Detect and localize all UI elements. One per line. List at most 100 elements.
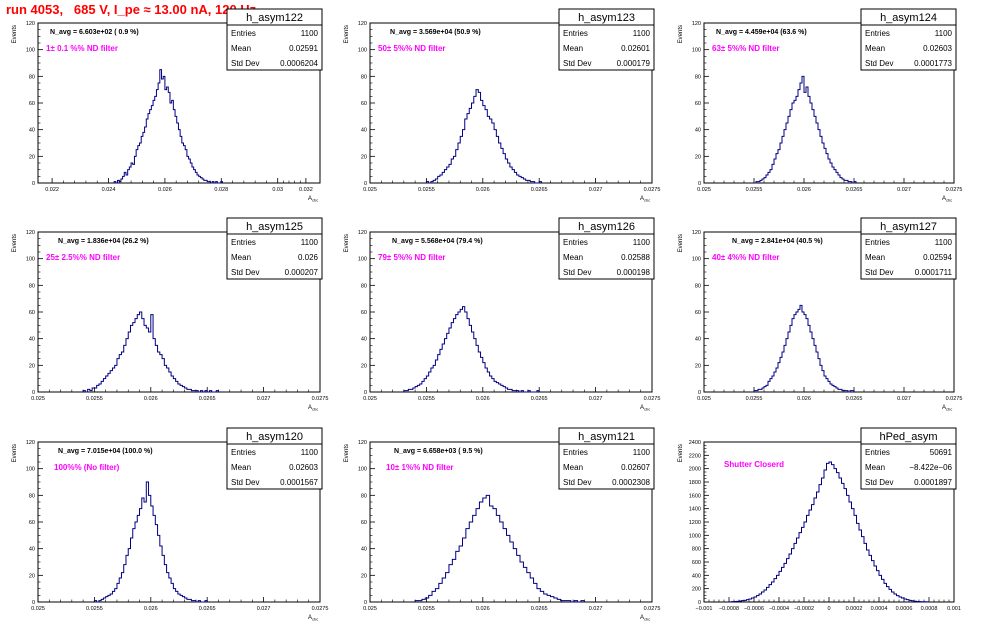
y-axis-title: Events [678, 234, 684, 252]
navg-label: N_avg = 6.658e+03 ( 9.5 %) [394, 448, 483, 455]
stats-label: Entries [563, 29, 588, 38]
histogram-title: h_asym126 [578, 221, 635, 233]
stats-value: 0.02594 [923, 253, 952, 262]
x-tick-label: 0.0255 [86, 396, 103, 402]
x-tick-label: 0.027 [897, 396, 911, 402]
y-tick-label: 40 [361, 547, 367, 553]
histogram-panel: 0 20 40 60 80 100 120 0.025 0.0255 0.026 0.0265 0.0… [678, 217, 962, 412]
histogram-title: hPed_asym [879, 431, 937, 443]
y-axis-title: Events [344, 25, 350, 43]
stats-body-box [226, 233, 323, 280]
x-axis-title: Acbc [640, 196, 650, 203]
stats-box: h_asym124 Entries 1100 Mean 0.02603 Std Dev 0.… [860, 8, 957, 71]
stats-value: 0.02591 [289, 44, 318, 53]
y-tick-label: 120 [692, 230, 701, 236]
x-tick-label: 0.027 [589, 187, 603, 193]
y-tick-label: 100 [26, 48, 35, 54]
x-tick-label: 0.0255 [86, 606, 103, 612]
histogram-panel: 0 20 40 60 80 100 120 0.025 0.0255 0.026 0.0265 0.0… [344, 8, 661, 203]
stats-label: Entries [563, 448, 588, 457]
x-tick-label: 0.026 [797, 396, 811, 402]
stats-value: 0.026 [298, 253, 319, 262]
x-tick-label: 0.0275 [644, 187, 661, 193]
x-tick-label: 0.027 [589, 606, 603, 612]
y-tick-label: 60 [695, 310, 701, 316]
x-axis-title: Acbc [308, 196, 318, 203]
stats-value: 0.0001711 [915, 268, 953, 277]
x-axis-title-sub: cbc [946, 407, 952, 412]
stats-body-box [558, 24, 655, 71]
x-tick-label: 0.0275 [312, 606, 329, 612]
stats-value: 1100 [301, 448, 319, 457]
y-tick-label: 100 [358, 48, 367, 54]
y-tick-label: 40 [361, 337, 367, 343]
histogram-bars [82, 311, 219, 393]
y-tick-label: 100 [692, 257, 701, 263]
filter-label: 100%% (No filter) [54, 463, 120, 472]
x-tick-label: 0.025 [363, 187, 377, 193]
y-tick-label: 600 [692, 560, 701, 566]
x-tick-label: 0.0275 [946, 187, 963, 193]
stats-label: Mean [865, 463, 885, 472]
x-tick-label: 0.027 [589, 396, 603, 402]
y-tick-label: 40 [695, 337, 701, 343]
stats-body-box [226, 24, 323, 71]
stats-value: 0.02601 [621, 44, 650, 53]
x-tick-label: 0.0265 [199, 606, 216, 612]
histogram-title: h_asym127 [880, 221, 937, 233]
y-tick-label: 60 [29, 101, 35, 107]
x-tick-label: 0 [827, 606, 830, 612]
stats-label: Std Dev [865, 59, 893, 68]
y-tick-label: 2000 [689, 467, 701, 473]
y-tick-label: 40 [29, 547, 35, 553]
stats-label: Std Dev [231, 268, 259, 277]
x-tick-label: 0.0255 [746, 187, 763, 193]
stats-value: 1100 [935, 29, 953, 38]
x-tick-label: 0.0255 [418, 396, 435, 402]
x-tick-label: 0.0008 [921, 606, 938, 612]
y-tick-label: 0 [364, 390, 367, 396]
y-tick-label: 120 [26, 440, 35, 446]
histogram-bars [113, 69, 223, 184]
y-axis-title: Events [12, 234, 18, 252]
stats-body-box [860, 443, 957, 490]
x-axis-title-sub: cbc [312, 617, 318, 622]
x-tick-label: 0.025 [31, 396, 45, 402]
x-tick-label: 0.028 [214, 187, 228, 193]
x-tick-label: 0.0265 [531, 187, 548, 193]
histogram-title: h_asym121 [578, 431, 635, 443]
y-tick-label: 60 [361, 101, 367, 107]
stats-value: 0.02603 [923, 44, 952, 53]
y-tick-label: 800 [692, 547, 701, 553]
x-axis-title-sub: cbc [644, 407, 650, 412]
stats-label: Entries [231, 448, 256, 457]
stats-value: 0.0001897 [914, 478, 952, 487]
y-tick-label: 80 [29, 74, 35, 80]
histogram-title: h_asym123 [578, 12, 635, 24]
stats-value: 1100 [301, 238, 319, 247]
histogram-title: h_asym124 [880, 12, 937, 24]
histogram-bars [403, 306, 540, 393]
y-tick-label: 20 [695, 154, 701, 160]
navg-label: N_avg = 2.841e+04 (40.5 %) [732, 238, 823, 245]
y-tick-label: 2200 [689, 453, 701, 459]
x-tick-label: 0.025 [363, 606, 377, 612]
y-tick-label: 20 [361, 363, 367, 369]
x-tick-label: −0.0004 [769, 606, 789, 612]
histogram-bars [425, 89, 542, 184]
stats-label: Mean [563, 253, 583, 262]
stats-body-box [860, 24, 957, 71]
stats-label: Mean [865, 253, 885, 262]
stats-label: Std Dev [231, 59, 259, 68]
y-axis-title: Events [344, 444, 350, 462]
stats-box: h_asym122 Entries 1100 Mean 0.02591 Std Dev 0.… [226, 8, 323, 71]
y-tick-label: 0 [698, 181, 701, 187]
navg-label: N_avg = 5.568e+04 (79.4 %) [392, 238, 483, 245]
stats-label: Std Dev [563, 268, 591, 277]
y-tick-label: 1000 [689, 533, 701, 539]
y-tick-label: 120 [358, 440, 367, 446]
y-tick-label: 40 [29, 337, 35, 343]
y-tick-label: 120 [26, 230, 35, 236]
x-tick-label: 0.025 [363, 396, 377, 402]
